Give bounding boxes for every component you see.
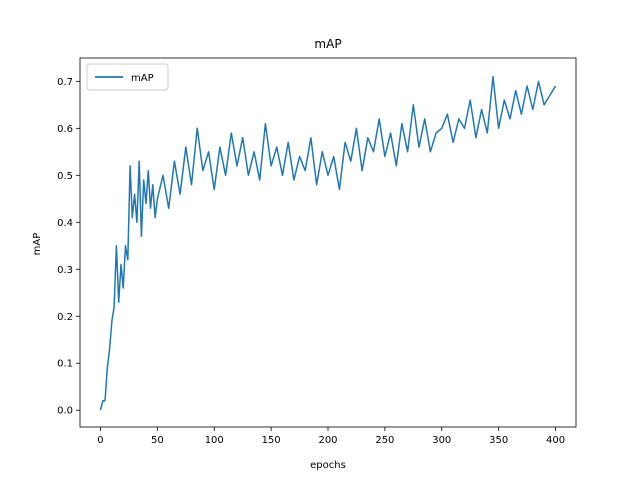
x-tick-label: 150: [262, 435, 281, 446]
legend-box: [86, 63, 169, 91]
legend-label-map: mAP: [131, 73, 154, 84]
x-tick-label: 0: [97, 435, 103, 446]
y-tick-label: 0.1: [57, 359, 73, 370]
x-tick-label: 350: [489, 435, 508, 446]
legend: mAP: [86, 63, 169, 91]
y-tick-label: 0.0: [57, 406, 73, 417]
y-tick-label: 0.2: [57, 312, 73, 323]
x-axis: 0 50 100 150 200 250 300 350 400: [97, 427, 565, 446]
x-axis-label: epochs: [310, 460, 346, 471]
x-tick-label: 100: [205, 435, 224, 446]
y-tick-label: 0.4: [57, 218, 73, 229]
x-tick-label: 400: [546, 435, 565, 446]
x-tick-label: 300: [432, 435, 451, 446]
chart-title: mAP: [314, 37, 341, 51]
series-line-map: [99, 75, 557, 411]
y-tick-label: 0.6: [57, 124, 73, 135]
x-tick-label: 250: [375, 435, 394, 446]
y-axis-label: mAP: [32, 233, 43, 256]
x-tick-label: 200: [318, 435, 337, 446]
y-axis: 0.0 0.1 0.2 0.3 0.4 0.5 0.6 0.7: [57, 77, 80, 417]
x-tick-label: 50: [151, 435, 164, 446]
y-tick-label: 0.5: [57, 171, 73, 182]
y-tick-label: 0.7: [57, 77, 73, 88]
y-tick-label: 0.3: [57, 265, 73, 276]
